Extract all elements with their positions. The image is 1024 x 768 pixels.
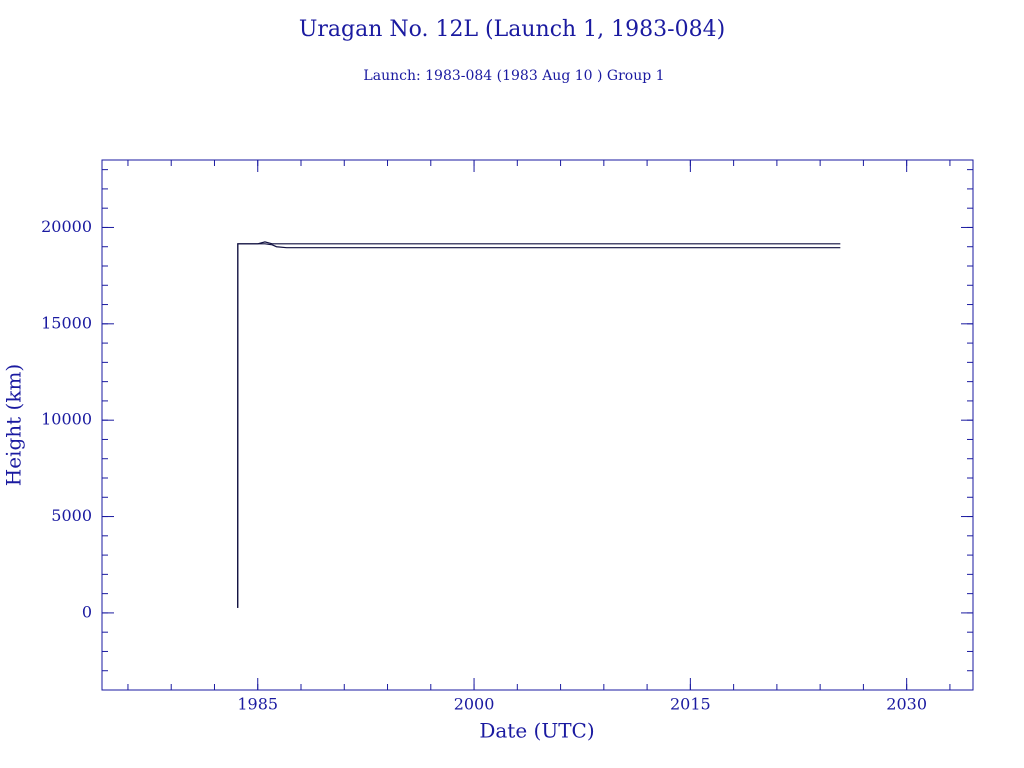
y-axis-label: Height (km) bbox=[2, 364, 26, 486]
x-tick-label: 2015 bbox=[670, 695, 711, 714]
plot-frame bbox=[101, 159, 974, 691]
x-axis-label: Date (UTC) bbox=[479, 719, 594, 743]
x-tick-label: 1985 bbox=[237, 695, 278, 714]
y-tick-label: 10000 bbox=[41, 410, 92, 429]
y-tick-label: 20000 bbox=[41, 217, 92, 236]
y-tick-label: 5000 bbox=[51, 506, 92, 525]
x-tick-label: 2030 bbox=[886, 695, 927, 714]
y-tick-label: 0 bbox=[82, 602, 92, 621]
chart-subtitle: Launch: 1983-084 (1983 Aug 10 ) Group 1 bbox=[363, 68, 664, 84]
chart-title: Uragan No. 12L (Launch 1, 1983-084) bbox=[299, 17, 725, 42]
series-line bbox=[237, 241, 841, 608]
y-tick-label: 15000 bbox=[41, 313, 92, 332]
x-tick-label: 2000 bbox=[454, 695, 495, 714]
series-line bbox=[237, 243, 841, 608]
